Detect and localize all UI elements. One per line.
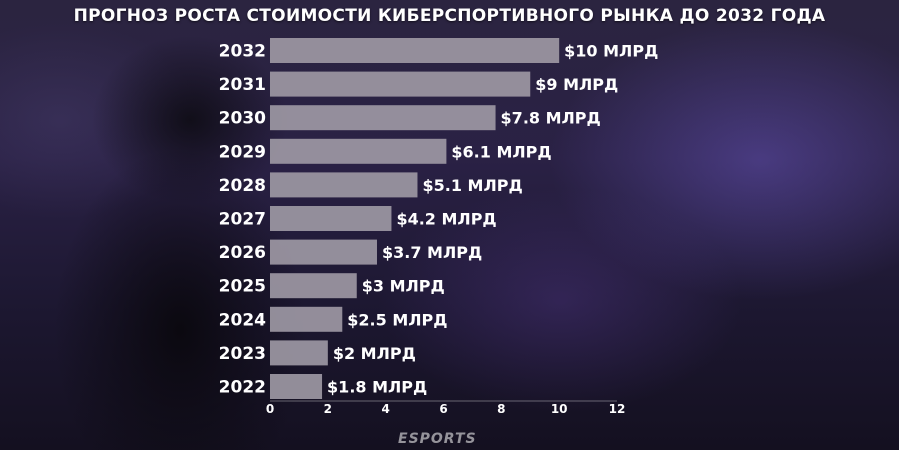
bar-2024 (270, 306, 343, 332)
chart-title: ПРОГНОЗ РОСТА СТОИМОСТИ КИБЕРСПОРТИВНОГО… (73, 6, 826, 26)
y-tick-label-2023: 2023 (219, 344, 266, 364)
data-label-2026: $3.7 МЛРД (382, 243, 482, 262)
x-tick-label-12: 12 (609, 402, 626, 416)
y-tick-label-2022: 2022 (219, 378, 266, 398)
bar-2027 (270, 206, 392, 231)
bar-2022 (270, 374, 323, 399)
data-label-2029: $6.1 МЛРД (451, 142, 551, 161)
y-tick-label-2027: 2027 (219, 210, 266, 230)
bar-2026 (270, 239, 377, 265)
data-label-2025: $3 МЛРД (362, 277, 445, 296)
y-tick-label-2028: 2028 (219, 176, 266, 196)
bar-2028 (270, 172, 418, 198)
bar-2031 (270, 71, 531, 97)
x-tick-label-8: 8 (497, 402, 505, 416)
data-label-2032: $10 МЛРД (564, 42, 658, 61)
data-label-2028: $5.1 МЛРД (422, 176, 522, 195)
bar-2023 (270, 340, 328, 366)
y-tick-label-2032: 2032 (219, 42, 266, 62)
data-label-2031: $9 МЛРД (535, 75, 618, 94)
x-tick-label-0: 0 (266, 402, 274, 416)
y-tick-label-2031: 2031 (219, 75, 266, 95)
data-label-2023: $2 МЛРД (333, 344, 416, 363)
bar-2032 (270, 38, 560, 63)
y-tick-label-2026: 2026 (219, 243, 266, 263)
x-tick-label-4: 4 (381, 402, 389, 416)
bar-2030 (270, 105, 496, 131)
y-tick-label-2024: 2024 (219, 310, 266, 330)
y-tick-label-2030: 2030 (219, 109, 266, 129)
x-tick-label-6: 6 (439, 402, 447, 416)
x-tick-label-2: 2 (324, 402, 332, 416)
data-label-2022: $1.8 МЛРД (327, 378, 427, 397)
x-tick-label-10: 10 (551, 402, 568, 416)
data-label-2030: $7.8 МЛРД (501, 109, 601, 128)
watermark-logo: ESPORTS (398, 431, 477, 447)
bar-2025 (270, 273, 357, 299)
y-tick-label-2025: 2025 (219, 277, 266, 297)
y-tick-label-2029: 2029 (219, 142, 266, 162)
data-label-2024: $2.5 МЛРД (347, 310, 447, 329)
data-label-2027: $4.2 МЛРД (396, 210, 496, 229)
bar-2029 (270, 138, 447, 164)
